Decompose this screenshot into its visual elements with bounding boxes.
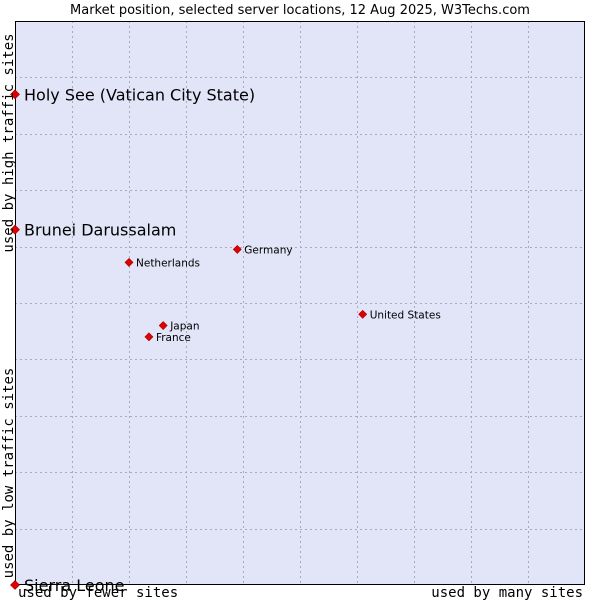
point-label-japan: Japan bbox=[169, 321, 199, 333]
point-label-france: France bbox=[156, 332, 191, 344]
grid-lines bbox=[15, 21, 585, 585]
x-axis-label-left: used by fewer sites bbox=[18, 585, 178, 600]
y-axis-label-bottom: used by low traffic sites bbox=[1, 368, 17, 579]
point-marker-brunei-darussalam bbox=[10, 224, 20, 235]
point-marker-holy-see-vatican-city-state bbox=[10, 89, 20, 100]
point-marker-united-states bbox=[358, 309, 368, 319]
plot-border bbox=[15, 21, 585, 585]
point-marker-japan bbox=[158, 321, 168, 330]
point-marker-sierra-leone bbox=[10, 580, 20, 590]
chart-title: Market position, selected server locatio… bbox=[70, 3, 530, 18]
data-points: Holy See (Vatican City State) Brunei Daru… bbox=[10, 85, 441, 595]
point-label-germany: Germany bbox=[244, 244, 292, 256]
x-axis-label-right: used by many sites bbox=[431, 585, 583, 600]
point-label-united-states: United States bbox=[370, 309, 441, 321]
point-label-sierra-leone: Sierra Leone bbox=[24, 576, 124, 595]
point-label-netherlands: Netherlands bbox=[136, 257, 200, 269]
point-label-brunei-darussalam: Brunei Darussalam bbox=[24, 221, 176, 240]
point-marker-netherlands bbox=[124, 257, 134, 267]
y-axis-label-top: used by high traffic sites bbox=[1, 33, 17, 252]
point-label-holy-see-vatican-city-state: Holy See (Vatican City State) bbox=[24, 85, 255, 104]
point-marker-france bbox=[144, 332, 154, 342]
point-marker-germany bbox=[232, 244, 242, 254]
